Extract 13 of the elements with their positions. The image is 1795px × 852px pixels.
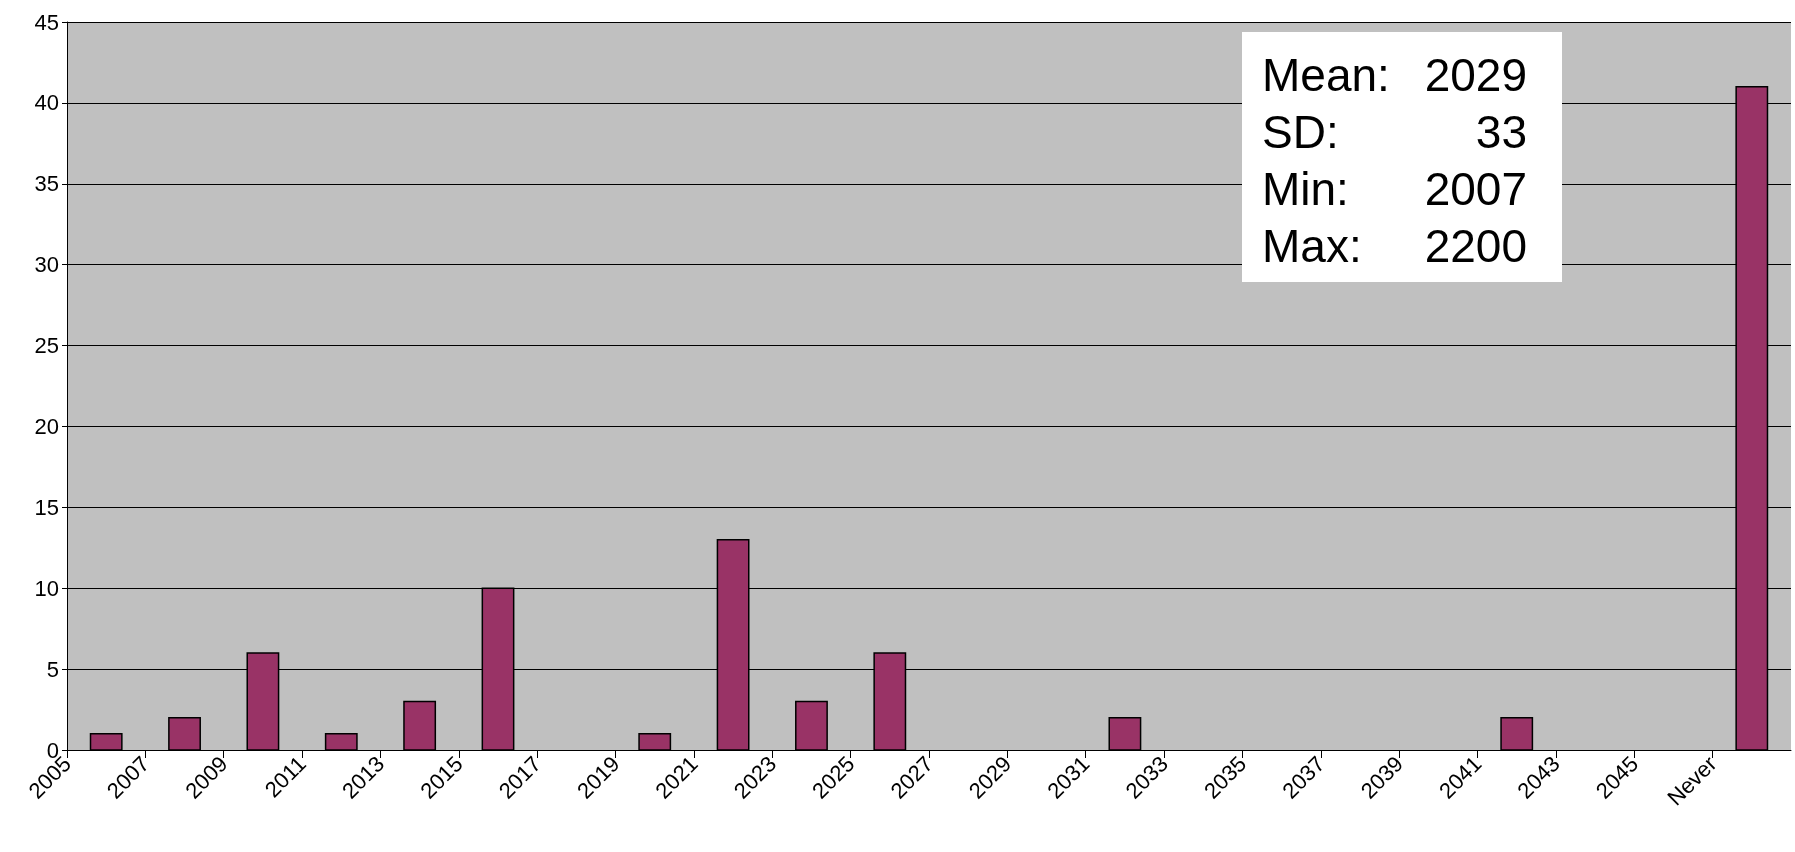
text: Min: 2007 [1262,163,1527,215]
y-tick-label: 15 [34,494,59,520]
y-tick-label: 5 [46,656,59,682]
y-tick-label: 30 [34,252,59,278]
y-tick-label: 45 [34,9,59,35]
y-tick-label: 40 [34,90,59,116]
y-tick-label: 20 [34,413,59,439]
y-tick-label: 35 [34,171,59,197]
text: Max: 2200 [1262,220,1527,272]
annotation: Mean: 2029 [1262,49,1527,101]
y-tick-label: 25 [34,333,59,359]
text: SD: 33 [1262,106,1527,158]
y-tick-label: 10 [34,575,59,601]
